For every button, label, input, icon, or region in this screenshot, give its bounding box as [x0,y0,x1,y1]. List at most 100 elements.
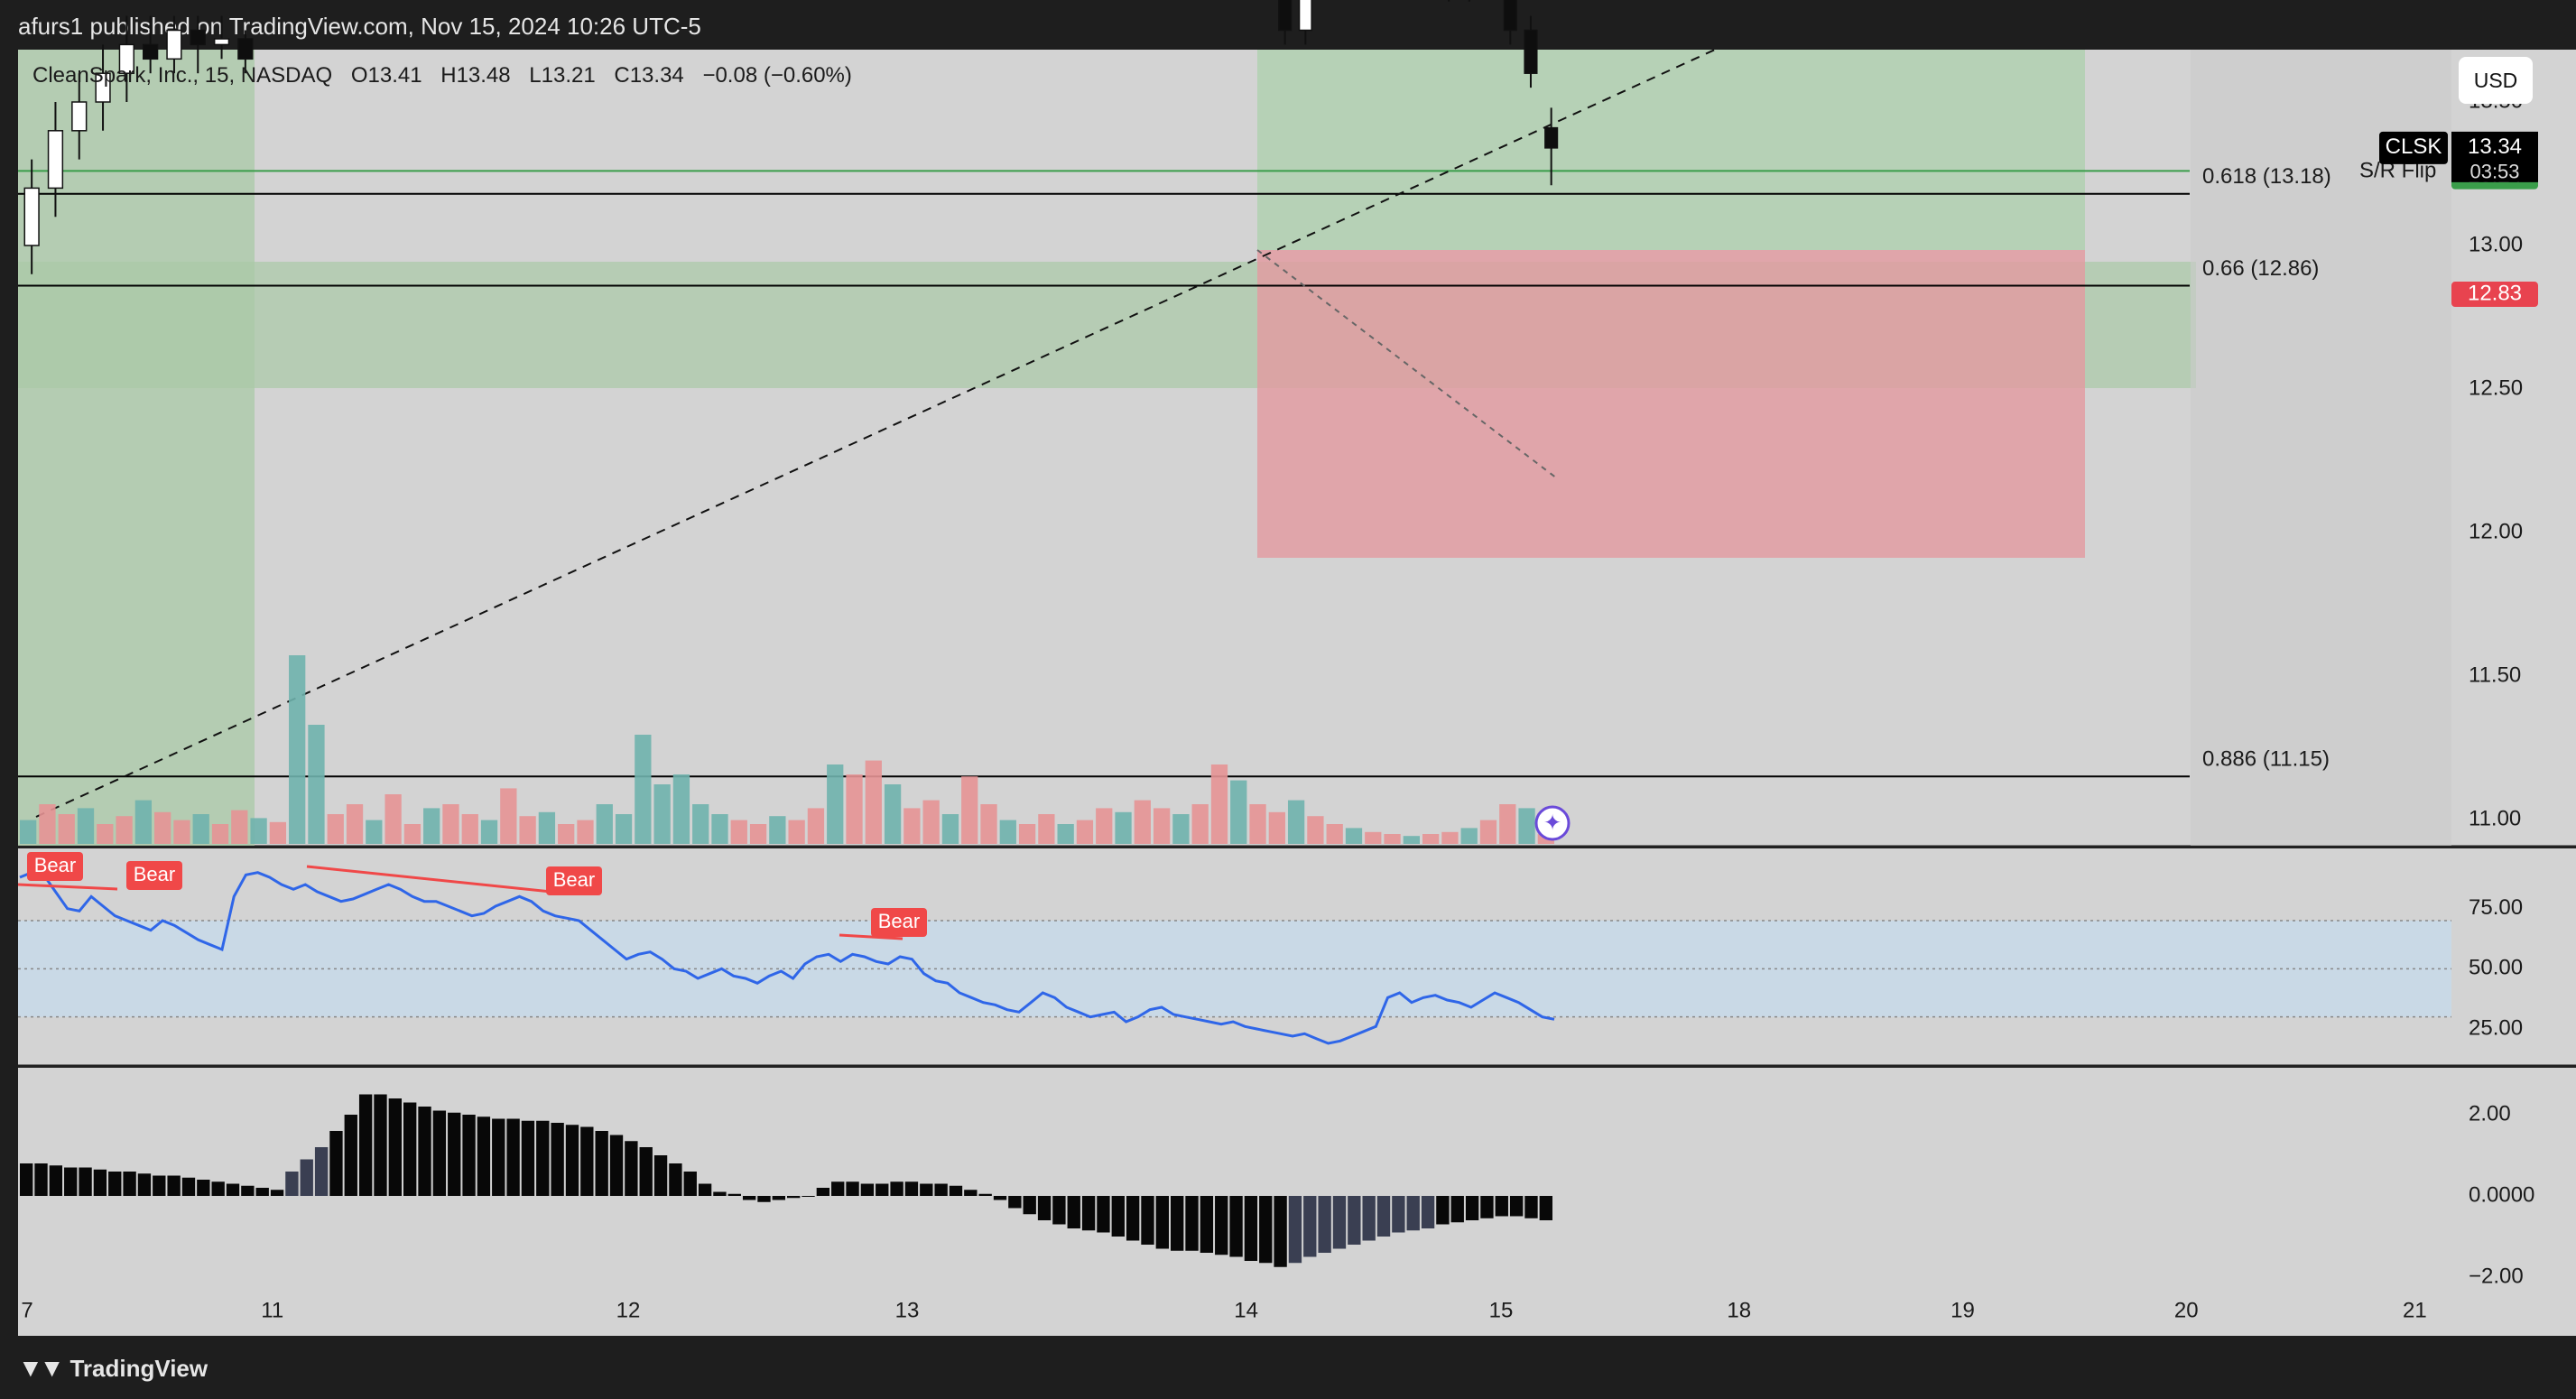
momentum-bar [181,1177,196,1196]
tradingview-logo[interactable]: ▼▼ TradingView [18,1354,208,1383]
time-axis-tick: 12 [616,1298,641,1322]
momentum-bar [876,1183,889,1196]
momentum-bar [153,1175,166,1196]
momentum-bar [403,1102,417,1196]
momentum-bar [20,1163,33,1196]
bear-tag [126,861,182,890]
momentum-bar [1259,1196,1273,1264]
candle-body [23,187,40,246]
currency-button[interactable]: USD [2459,57,2533,104]
momentum-bar [1318,1196,1331,1253]
zone-right-pad [2191,50,2451,846]
price-tag-label: 12.83 [2468,281,2522,305]
momentum-bar [787,1196,801,1199]
momentum-bar [1111,1196,1125,1237]
volume-bar [1115,811,1132,844]
momentum-bar [1376,1196,1391,1237]
momentum-bar [1126,1196,1140,1241]
volume-bar [173,820,190,844]
brand-label: TradingView [69,1354,208,1382]
volume-bar [1249,804,1266,844]
momentum-bar [1450,1196,1464,1223]
candle-body [71,101,88,132]
momentum-bar [772,1196,785,1200]
momentum-bar [639,1147,653,1196]
volume-bar [231,810,248,844]
candle-body [237,38,254,60]
momentum-bar [241,1185,255,1196]
bear-tag [546,866,602,895]
momentum-bar [860,1183,875,1196]
momentum-bar [536,1120,550,1196]
momentum-bar [1155,1196,1169,1249]
momentum-bar [388,1098,402,1196]
momentum-bar [64,1167,78,1196]
momentum-bar [255,1188,269,1196]
momentum-axis-tick: 2.00 [2469,1101,2511,1126]
momentum-bar [270,1190,284,1196]
star-icon-glyph: ✦ [1543,811,1561,835]
volume-bar [827,764,844,844]
candle-body [47,130,64,190]
momentum-bar [1067,1196,1080,1228]
volume-bar [116,816,133,844]
momentum-bar [1539,1196,1552,1220]
volume-bar [20,820,37,844]
volume-bar [1057,824,1074,844]
volume-bar [961,776,978,844]
time-axis-tick: 21 [2403,1298,2427,1322]
main-pane-bg [18,50,2451,846]
volume-bar [1365,831,1382,844]
momentum-bar [197,1180,210,1196]
momentum-bar [1362,1196,1376,1241]
candle-body [1524,29,1538,74]
momentum-bar [1288,1196,1302,1264]
last-price-label: 13.34 [2468,134,2522,159]
price-tag [2451,282,2538,308]
zone-stop [1257,250,2085,558]
momentum-bar [757,1196,771,1202]
price-axis-tick: 11.50 [2469,662,2521,687]
momentum-bar [1229,1196,1243,1257]
momentum-bar [1185,1196,1199,1251]
volume-bar [1134,800,1151,844]
legend-close: C13.34 [614,63,684,88]
momentum-bar [49,1165,63,1196]
divergence-line [839,933,903,940]
momentum-bar [123,1172,136,1196]
momentum-bar [653,1155,668,1196]
volume-bar [1326,824,1343,844]
candle-body [166,29,182,60]
momentum-bar [698,1183,712,1196]
volume-bar [77,808,95,844]
volume-bar [1441,831,1459,844]
candle-body [1278,0,1293,32]
volume-bar [941,814,959,844]
symbol-tag-label: CLSK [2386,134,2442,159]
volume-bar [596,804,613,844]
volume-bar [1479,820,1497,844]
momentum-bar [713,1191,727,1196]
momentum-bar [1171,1196,1184,1251]
time-axis-tick: 19 [1951,1298,1975,1322]
bear-tag-label: Bear [134,863,175,885]
volume-bar [385,794,402,844]
volume-bar [366,820,383,844]
volume-bar [1345,828,1363,844]
momentum-bar [625,1141,638,1196]
momentum-bar [285,1172,299,1196]
momentum-bar [1348,1196,1361,1245]
volume-bar [635,735,652,844]
momentum-bar [1081,1196,1096,1231]
volume-bar [538,811,556,844]
volume-bar [577,820,594,844]
volume-bar [730,820,747,844]
momentum-bar [1303,1196,1317,1257]
momentum-bar [949,1185,963,1196]
momentum-bar [1008,1196,1022,1209]
legend-high: H13.48 [440,63,511,88]
volume-bar [327,814,344,844]
last-price-tag [2451,131,2538,182]
candle-body [95,72,111,103]
